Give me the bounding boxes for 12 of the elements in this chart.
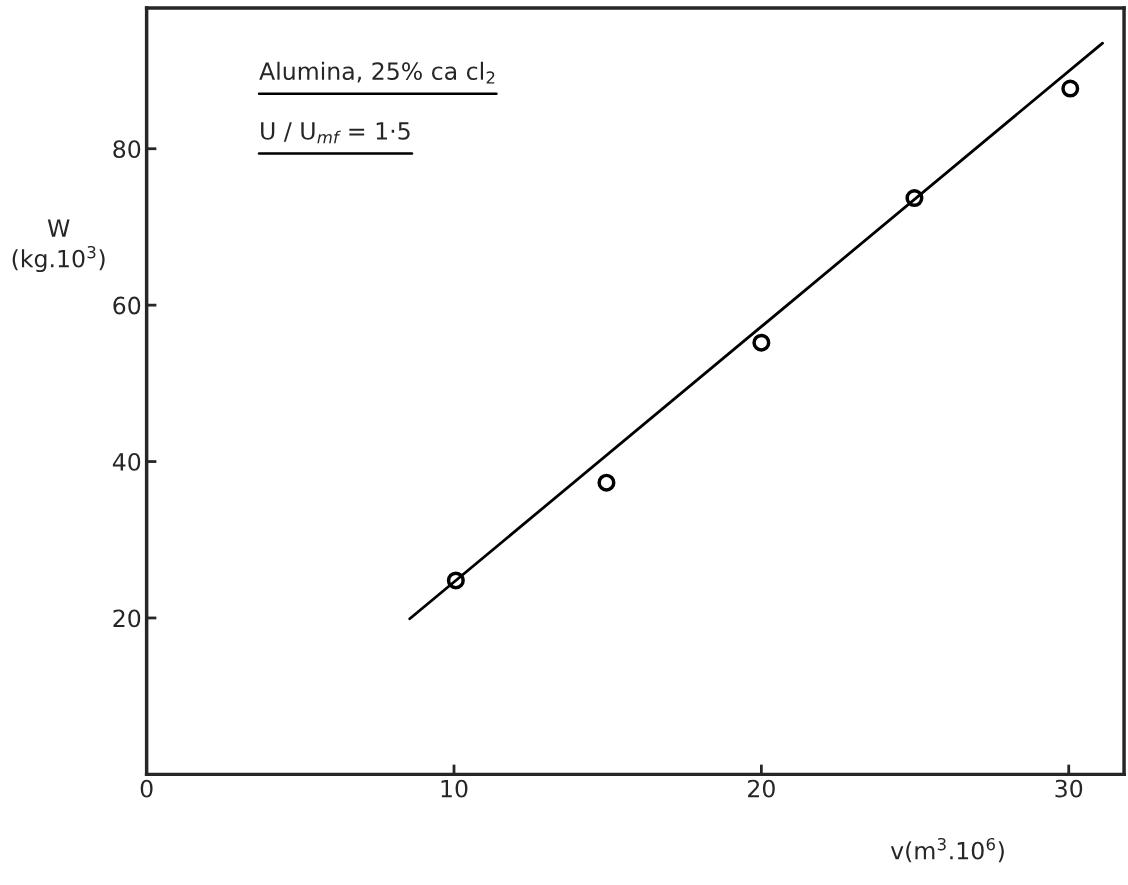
y-tick-label: 20 [113,609,141,628]
y-tick-label: 60 [113,296,141,315]
y-tick-label: 40 [112,453,141,471]
x-tick-label: 0 [140,779,153,798]
x-tick-label: 10 [441,779,468,798]
x-tick-label: 20 [748,779,775,798]
y-axis-title: W (kg.10$^{3}$) [12,219,105,273]
x-axis-title: v(m$^{3}$.10$^{6}$) [890,837,1004,863]
y-tick-label: 80 [113,140,141,159]
annotation: U / U$_{mf}$ = 1·5 [261,122,410,144]
x-tick-label: 30 [1055,779,1083,798]
annotation: Alumina, 25% ca cl$_{2}$ [259,61,495,84]
